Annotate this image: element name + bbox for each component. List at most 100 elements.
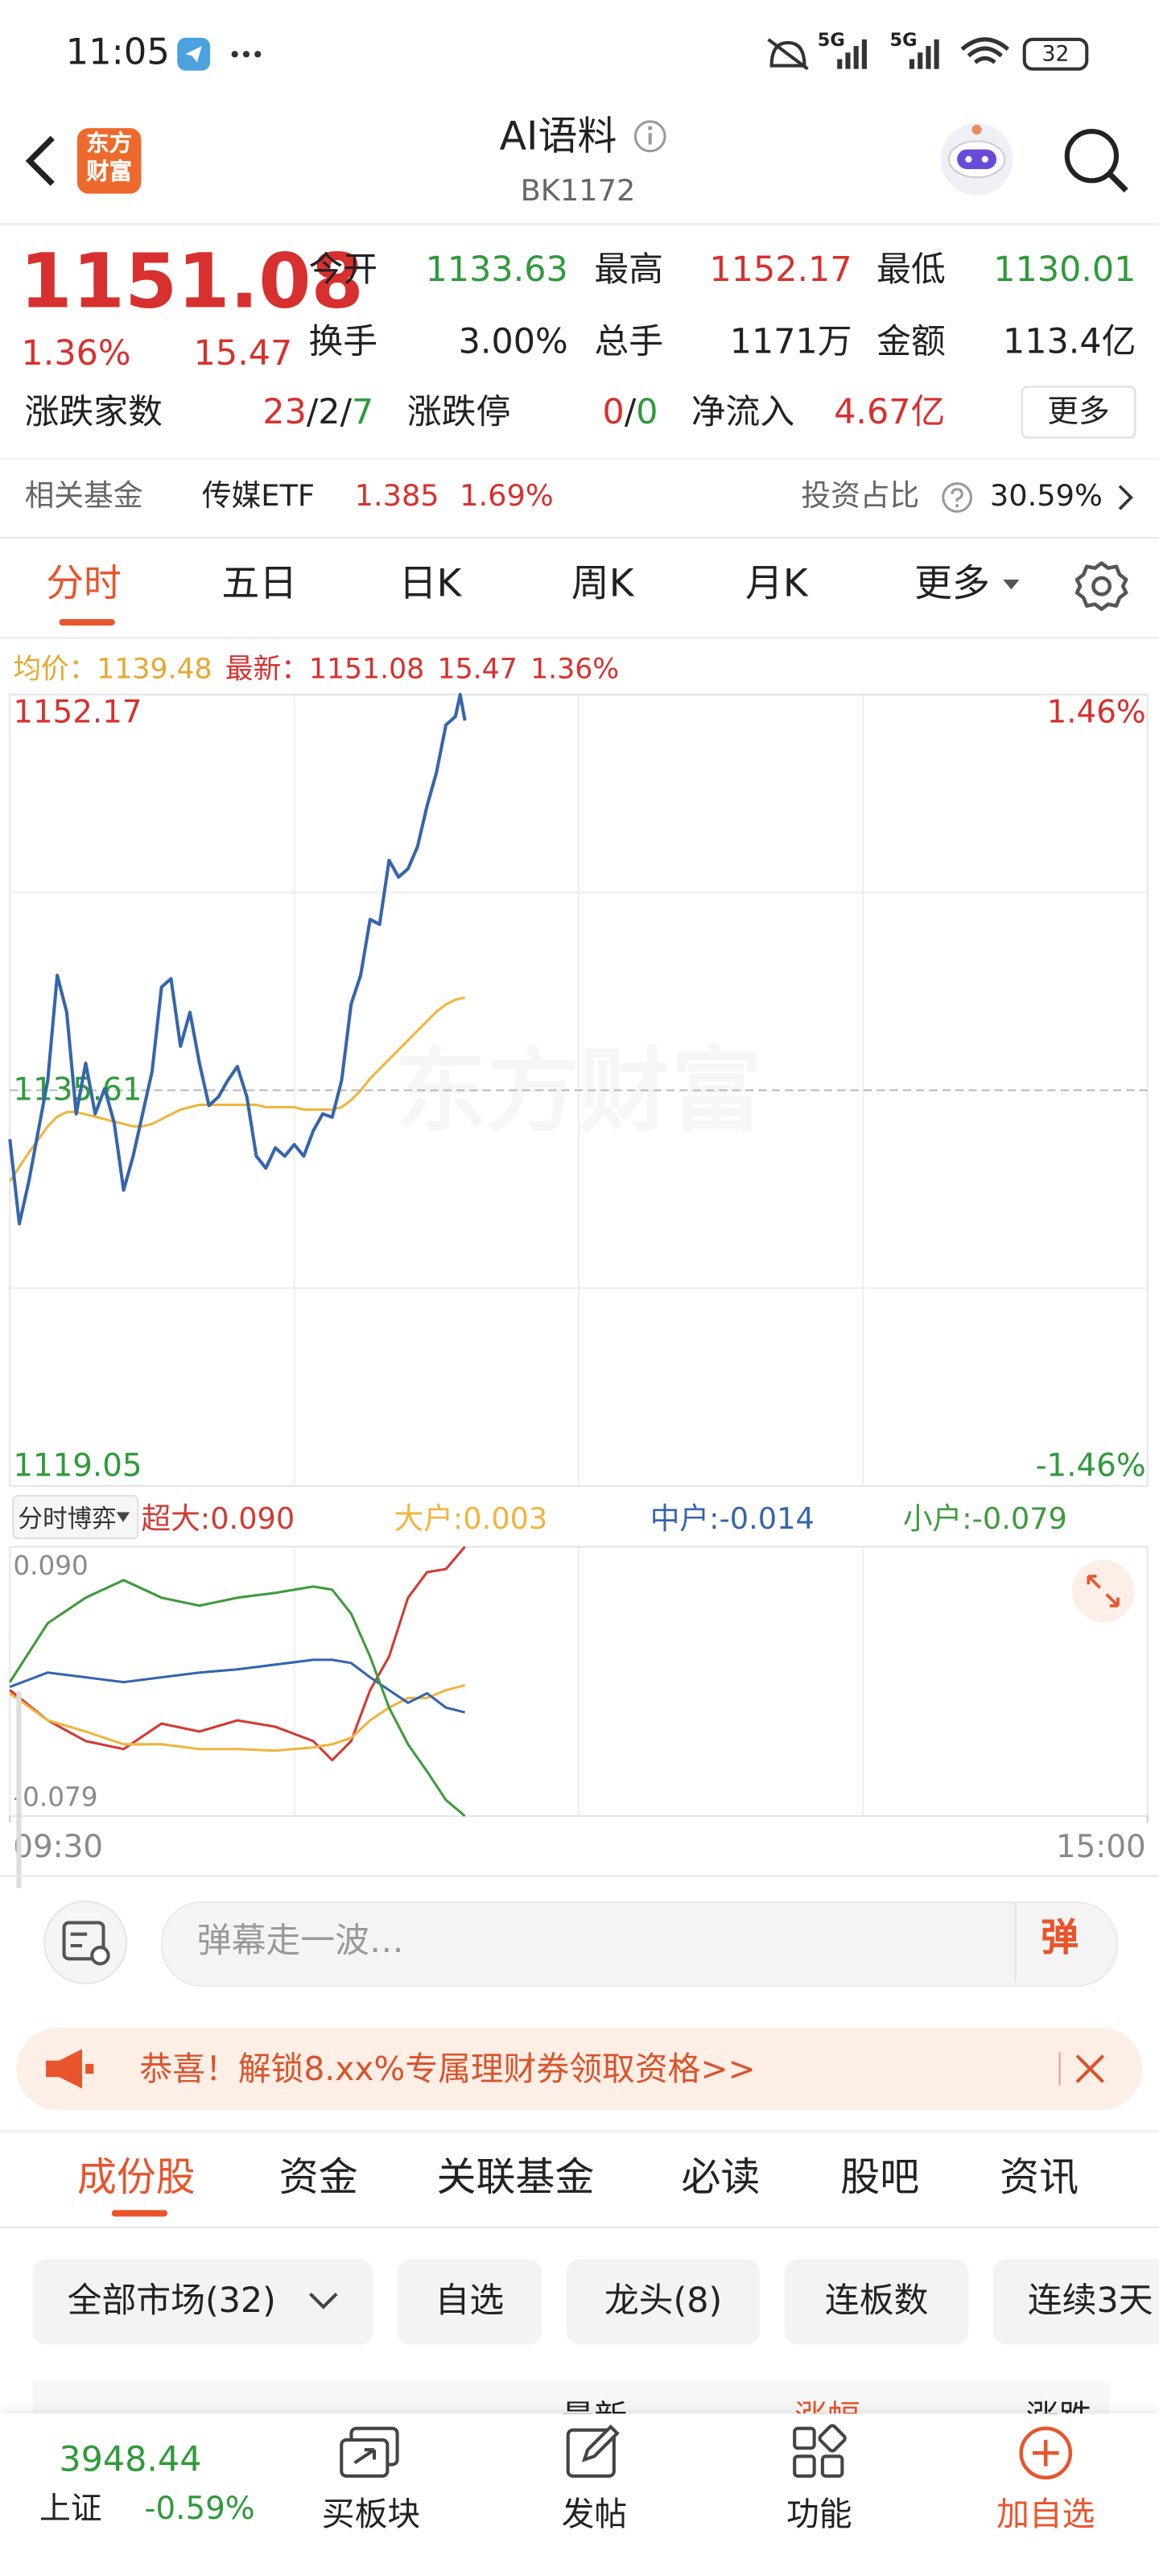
divider	[0, 223, 1159, 225]
limit-down: 0	[636, 392, 658, 432]
fund-label: 相关基金	[24, 479, 143, 514]
promo-text: 恭喜！解锁8.xx%专属理财券领取资格>>	[139, 2049, 756, 2089]
section-tab[interactable]: 关联基金	[436, 2154, 595, 2201]
chart-tab[interactable]: 月K	[745, 563, 808, 606]
y-tick-label: 1119.05	[13, 1448, 142, 1484]
expand-button	[1071, 1559, 1135, 1623]
settings-button[interactable]	[1074, 558, 1129, 613]
breadth-label: 涨跌家数	[24, 392, 163, 432]
y-tick-label: 1152.17	[13, 694, 142, 730]
ratio-value: 30.59%	[989, 479, 1103, 514]
filter-chip[interactable]	[784, 2259, 969, 2345]
more-button[interactable]: 更多	[1021, 386, 1136, 439]
legend-name: 中户:	[650, 1501, 720, 1536]
separator: /	[340, 392, 353, 432]
legend-text: 1139.48	[97, 653, 212, 685]
filter-chip[interactable]	[566, 2259, 761, 2345]
logo-text: 财富	[86, 159, 133, 186]
nav-icon[interactable]	[335, 2420, 407, 2486]
filter-chip[interactable]	[397, 2259, 542, 2345]
legend-item: 中户:-0.014	[650, 1501, 815, 1536]
status-network: 5G	[817, 29, 845, 52]
nav-label[interactable]: 买板块	[321, 2494, 421, 2534]
info-icon[interactable]	[632, 118, 668, 155]
expand-icon	[1087, 1575, 1120, 1608]
stat-value: 3.00%	[458, 321, 568, 361]
indicator-selector	[12, 1495, 139, 1540]
nav-icon[interactable]	[788, 2424, 854, 2483]
divider	[0, 536, 1159, 539]
page-title: AI语料	[499, 113, 617, 159]
x-tick-label: 09:30	[13, 1829, 103, 1865]
legend-text: 1.36%	[530, 653, 619, 685]
nav-label[interactable]: 发帖	[561, 2494, 628, 2534]
section-tab[interactable]: 必读	[681, 2154, 761, 2201]
y-tick-label: 0.090	[13, 1550, 88, 1581]
fund-price: 1.385	[354, 479, 439, 514]
section-tab[interactable]: 资讯	[1000, 2154, 1079, 2201]
series-line	[9, 1546, 466, 1762]
comment-placeholder: 弹幕走一波…	[196, 1921, 404, 1961]
section-tab-active[interactable]: 成份股	[76, 2154, 196, 2201]
legend-name: 大户:	[394, 1501, 464, 1536]
search-button[interactable]	[1059, 123, 1132, 196]
back-button[interactable]	[19, 131, 68, 190]
stat-value: 1130.01	[993, 250, 1136, 289]
stat-value: 1171万	[729, 321, 852, 361]
stat-value: 1133.63	[425, 250, 568, 289]
last-price: 1151.08	[19, 236, 364, 325]
limit-label: 涨跌停	[406, 392, 511, 432]
legend-name: 超大:	[141, 1501, 210, 1536]
index-value[interactable]: 3948.44	[59, 2439, 202, 2479]
chart-tab[interactable]: 更多	[914, 563, 990, 606]
divider	[0, 2129, 1159, 2133]
legend-value: 0.090	[210, 1501, 295, 1536]
divider	[0, 2226, 1159, 2228]
help-icon[interactable]	[941, 481, 974, 514]
section-tab[interactable]: 股吧	[840, 2154, 920, 2201]
legend-item: 大户:0.003	[394, 1501, 548, 1536]
danmaku-button[interactable]: 弹	[1041, 1918, 1079, 1961]
legend-text: 1151.08	[309, 653, 424, 685]
comment-input[interactable]	[160, 1901, 1119, 1987]
legend-item: 超大:0.090	[141, 1501, 295, 1536]
net-inflow-label: 净流入	[691, 392, 795, 432]
down-count: 7	[352, 392, 374, 432]
filter-chip[interactable]	[992, 2259, 1159, 2345]
up-count: 23	[262, 392, 307, 432]
watermark: 东方财富	[395, 1038, 763, 1145]
danmaku-toggle[interactable]	[43, 1900, 128, 1985]
nav-label[interactable]: 加自选	[996, 2494, 1095, 2534]
x-tick-label: 15:00	[1056, 1829, 1146, 1865]
logo[interactable]	[76, 128, 142, 194]
chart-tab[interactable]: 五日	[221, 563, 298, 606]
series-line	[9, 1658, 466, 1714]
stat-label: 金额	[876, 321, 946, 361]
ratio-label: 投资占比	[801, 479, 920, 514]
filter-label: 龙头(8)	[604, 2281, 723, 2321]
y2-tick-label: -1.46%	[1036, 1448, 1146, 1484]
nav-icon[interactable]	[1015, 2424, 1078, 2483]
nav-icon[interactable]	[562, 2420, 628, 2486]
separator: /	[624, 392, 637, 432]
nav-label[interactable]: 功能	[786, 2494, 852, 2534]
fund-name[interactable]: 传媒ETF	[201, 479, 316, 514]
stat-label: 总手	[594, 321, 664, 361]
chart-tab-active[interactable]: 分时	[46, 563, 122, 606]
legend-value: 0.003	[463, 1501, 547, 1536]
divider	[0, 458, 1159, 460]
divider	[0, 1875, 1159, 1877]
chart-tab[interactable]: 日K	[398, 563, 462, 606]
section-tab[interactable]: 资金	[278, 2154, 358, 2201]
close-button[interactable]	[1072, 2051, 1108, 2087]
legend-text: 均价：	[13, 653, 97, 685]
filter-chip[interactable]	[32, 2259, 373, 2345]
y2-tick-label: 1.46%	[1047, 694, 1146, 730]
chevron[interactable]	[1115, 483, 1138, 513]
legend-text: 最新：	[225, 653, 309, 685]
board-code: BK1172	[520, 174, 636, 209]
promo-banner[interactable]	[16, 2027, 1143, 2110]
assistant-avatar[interactable]	[936, 118, 1018, 200]
chart-tab[interactable]: 周K	[571, 563, 634, 606]
legend-value: -0.079	[972, 1501, 1067, 1536]
